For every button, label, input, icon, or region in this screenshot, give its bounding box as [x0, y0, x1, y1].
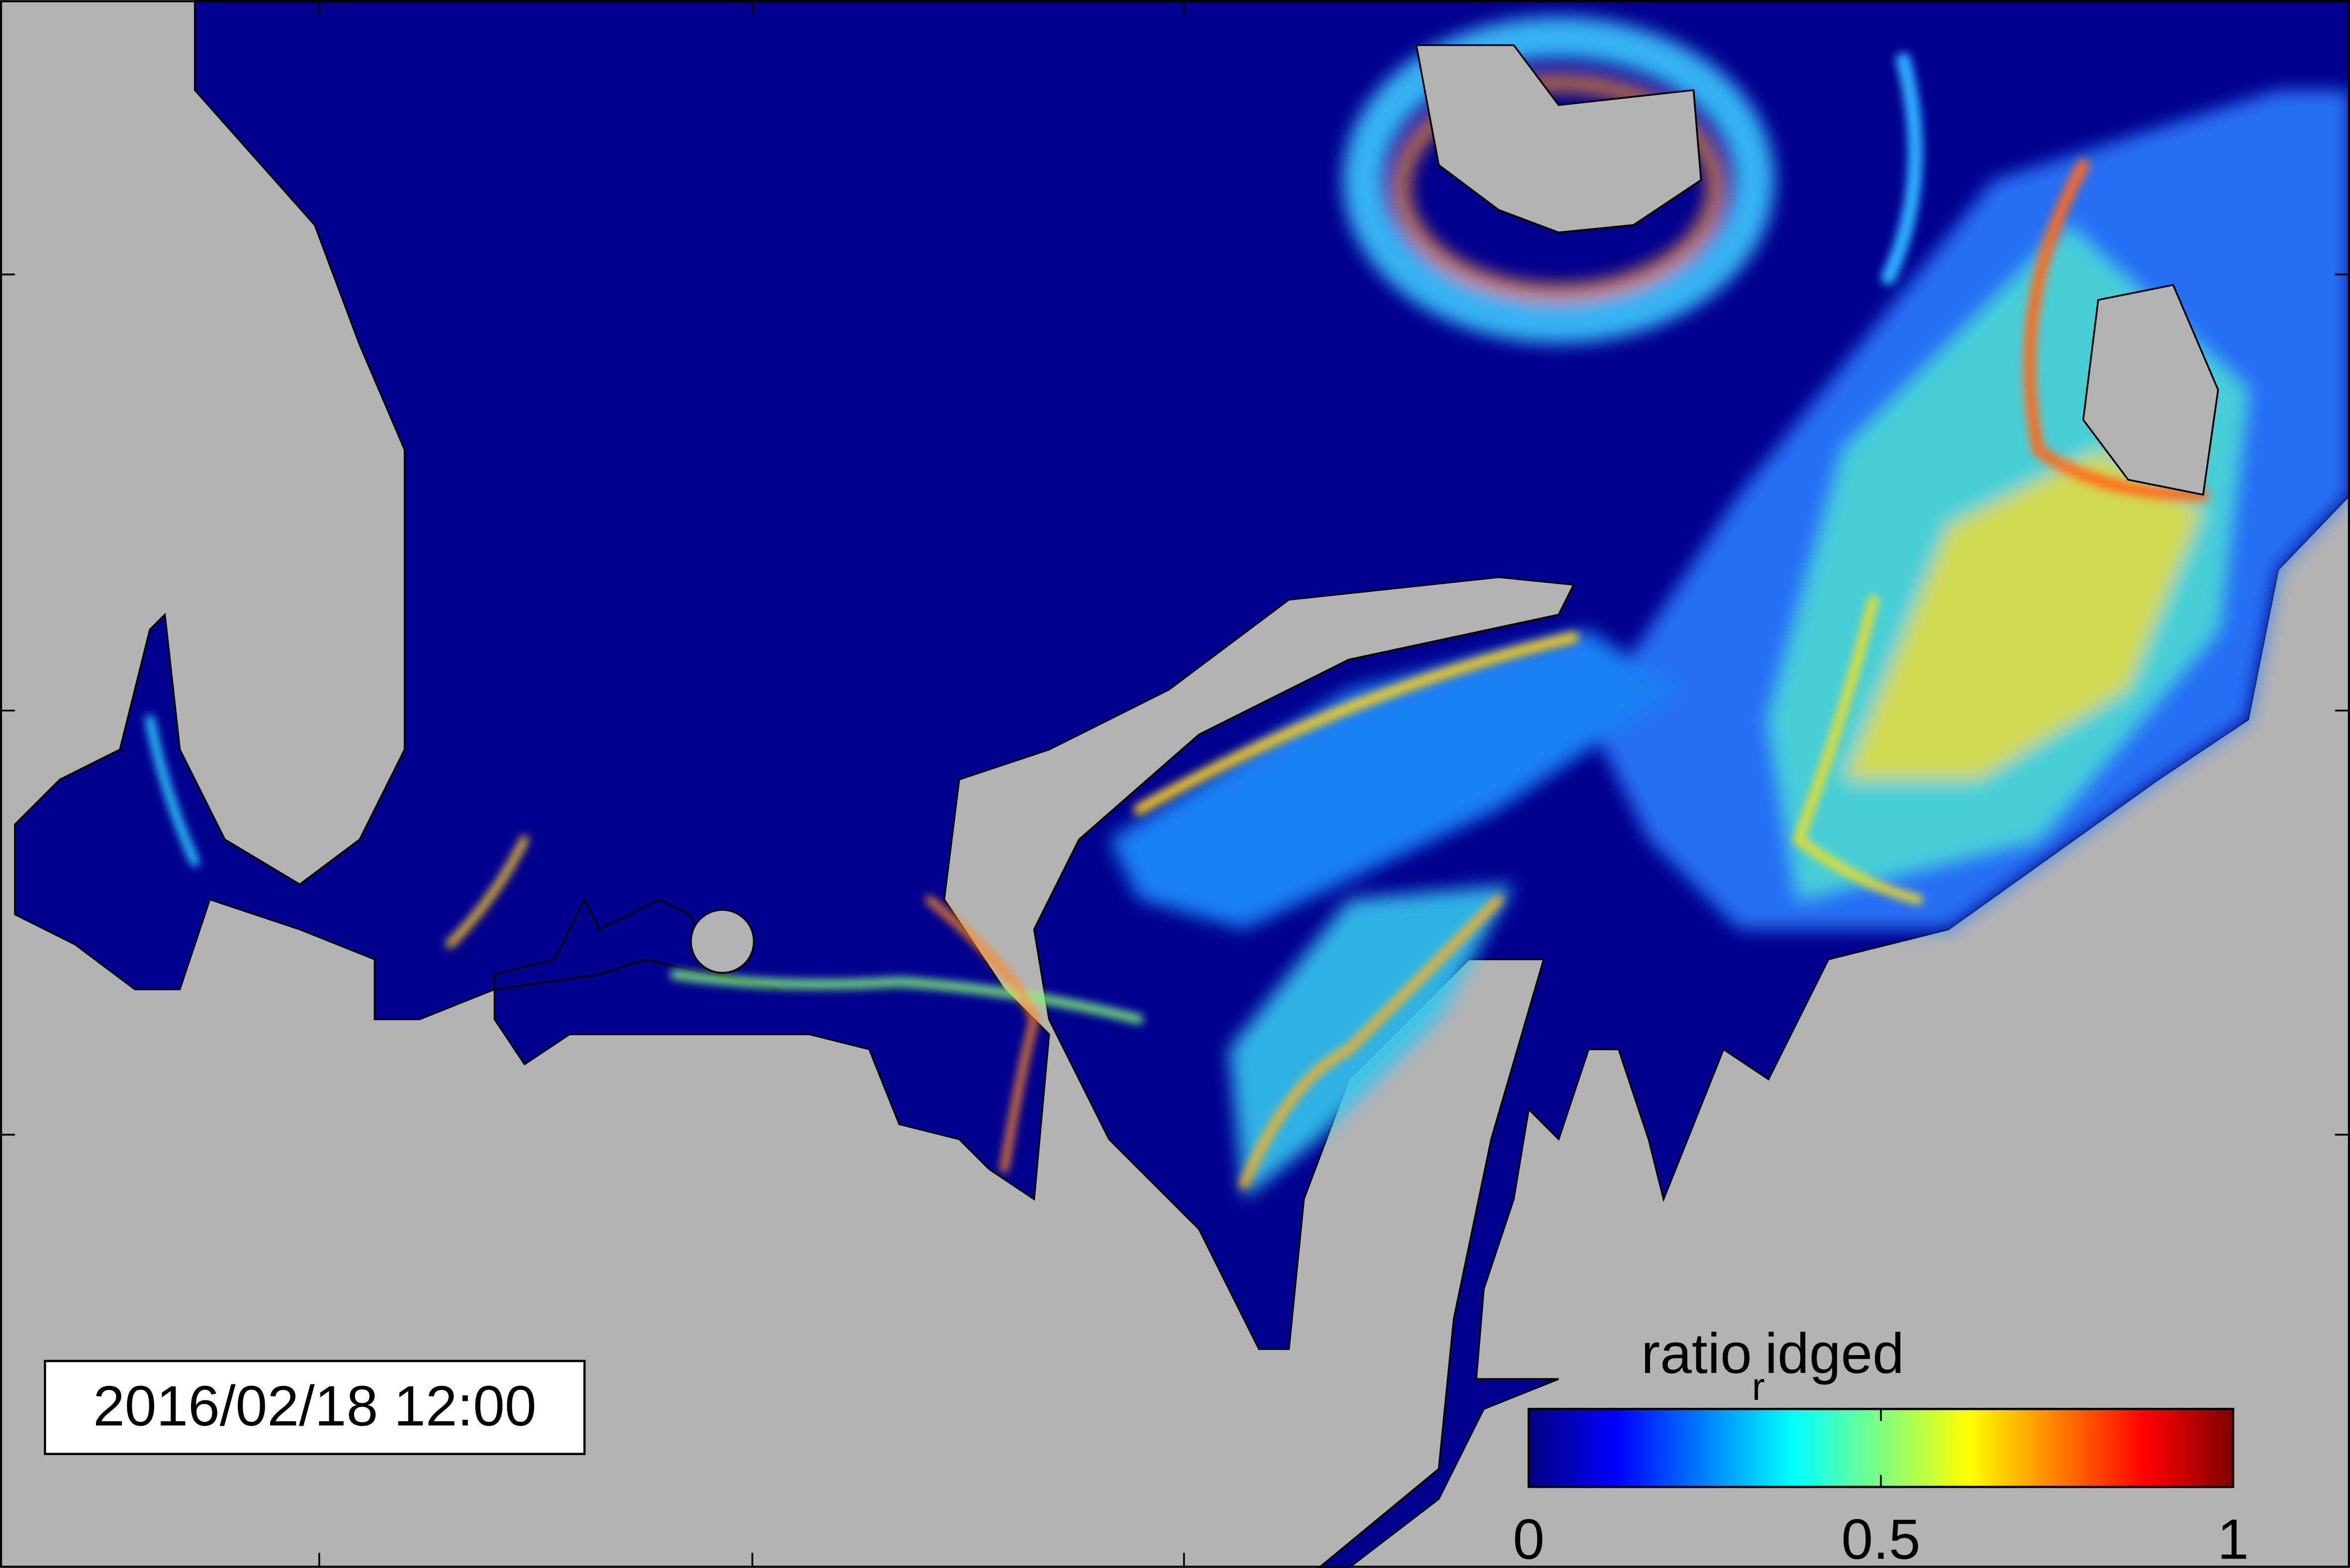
- timestamp-box: [44, 1360, 586, 1455]
- sea-ice: [145, 16, 2350, 1199]
- island: [690, 909, 755, 974]
- colorbar-label-rest: idged: [1765, 1322, 1904, 1385]
- colorbar-tick-label: 0.5: [1841, 1508, 1920, 1568]
- colorbar-ticks: 0 0.5 1: [1513, 1409, 2249, 1568]
- timestamp: 2016/02/18 12:00: [93, 1374, 536, 1438]
- colorbar-tick-label: 1: [2217, 1508, 2249, 1568]
- colorbar: [1527, 1408, 2235, 1488]
- island: [1415, 44, 1702, 234]
- colorbar-label-main: ratio: [1641, 1322, 1752, 1385]
- land-patch: [2082, 284, 2219, 496]
- colorbar-label: ratioridged: [1641, 1322, 1904, 1408]
- colorbar-tick-label: 0: [1513, 1508, 1545, 1568]
- colorbar-label-subscript: r: [1752, 1365, 1765, 1408]
